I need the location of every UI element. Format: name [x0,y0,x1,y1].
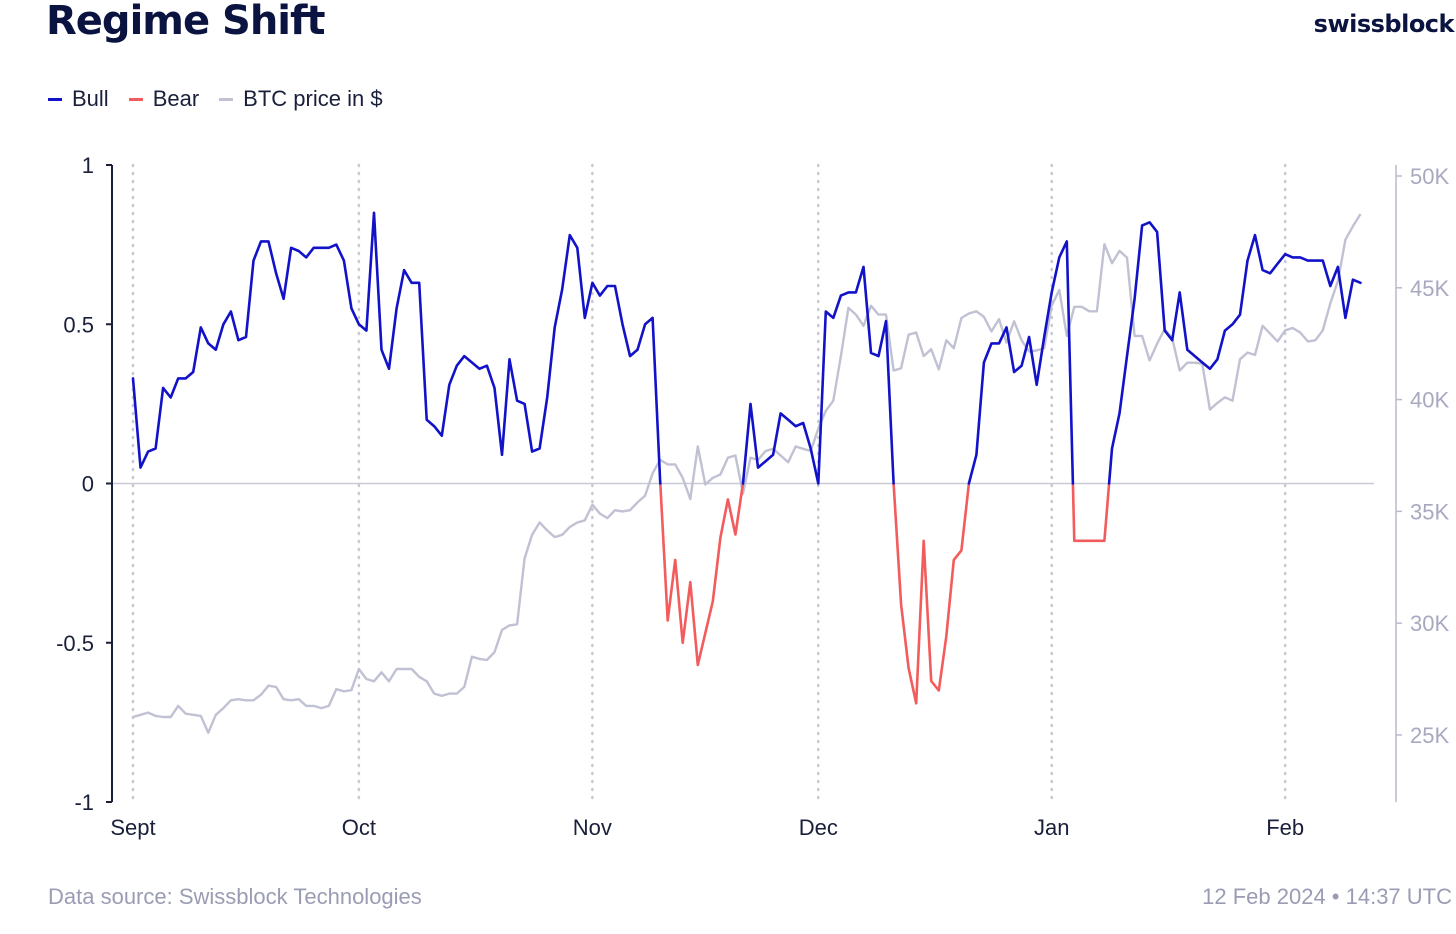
bear-regime-line [659,482,1111,705]
left-tick-label: 1 [82,153,94,178]
brand-logo: swissblock [1313,10,1455,38]
left-tick-label: -1 [74,790,94,815]
legend-swatch-bull [48,97,62,101]
data-source-note: Data source: Swissblock Technologies [48,884,422,909]
left-tick-label: -0.5 [56,631,94,656]
legend-swatch-bear [128,97,143,101]
right-tick-label: 35K [1410,499,1449,524]
timestamp: 12 Feb 2024 • 14:37 UTC [1202,884,1452,909]
right-tick-label: 50K [1410,164,1449,189]
legend-item-bear: Bear [128,86,200,112]
left-tick-label: 0 [82,472,94,497]
right-tick-label: 25K [1410,723,1449,748]
x-tick-label: Jan [1034,815,1069,840]
x-tick-label: Oct [342,815,376,840]
chart-legend: Bull Bear BTC price in $ [48,86,403,112]
x-tick-label: Sept [110,815,155,840]
chart-title: Regime Shift [46,0,326,44]
bull-regime-line [131,211,1362,485]
legend-item-btc-price: BTC price in $ [219,86,383,112]
right-tick-label: 40K [1410,388,1449,413]
legend-label-btc-price: BTC price in $ [243,86,383,111]
legend-swatch-btc-price [219,97,234,101]
x-tick-label: Dec [799,815,838,840]
legend-label-bear: Bear [152,86,200,111]
right-tick-label: 30K [1410,611,1449,636]
legend-label-bull: Bull [72,86,109,111]
x-tick-label: Nov [573,815,612,840]
x-tick-label: Feb [1266,815,1304,840]
legend-item-bull: Bull [48,86,109,112]
btc-price-line [132,213,1362,734]
right-tick-label: 45K [1410,276,1449,301]
left-tick-label: 0.5 [63,312,94,337]
